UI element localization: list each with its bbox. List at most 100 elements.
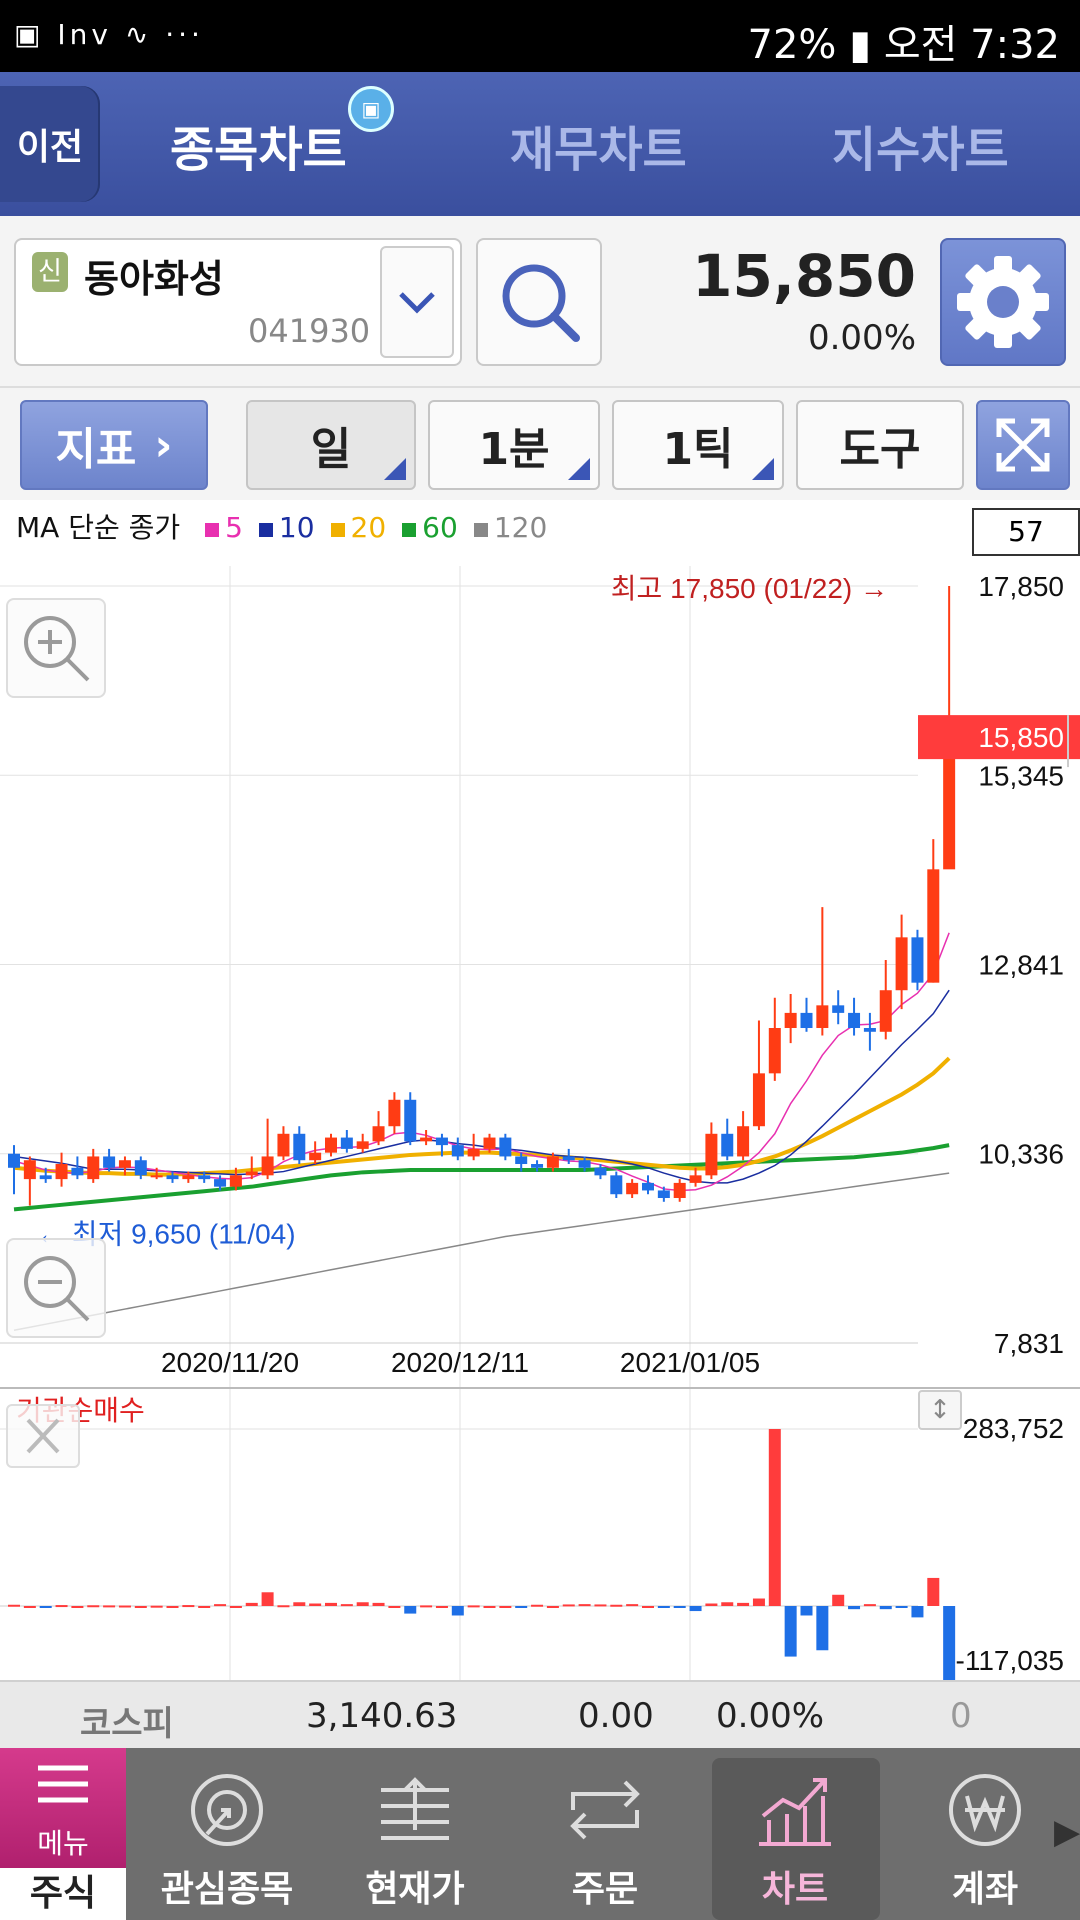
- candle-body: [356, 1141, 369, 1149]
- net-buy-bar: [55, 1605, 68, 1608]
- candle-body: [293, 1133, 306, 1161]
- candle-body: [657, 1190, 670, 1199]
- search-button[interactable]: [476, 238, 602, 366]
- net-buy-bar: [863, 1604, 876, 1607]
- candle-body: [515, 1156, 528, 1165]
- fullscreen-button[interactable]: [976, 400, 1070, 490]
- legend-label-10: 10: [278, 511, 315, 544]
- candle-body: [752, 1073, 765, 1127]
- candle-body: [245, 1171, 258, 1176]
- candle-body: [642, 1182, 654, 1191]
- minute-button[interactable]: 1분: [428, 400, 600, 490]
- net-buy-bar: [737, 1602, 750, 1606]
- tab-financial-chart[interactable]: 재무차트: [510, 122, 687, 178]
- ma120-line: [13, 1172, 950, 1331]
- net-buy-bar: [388, 1606, 401, 1608]
- net-buy-bar: [118, 1605, 131, 1608]
- back-button[interactable]: 이전: [0, 86, 100, 202]
- resize-handle-icon[interactable]: ↕: [918, 1390, 962, 1430]
- candle-body: [911, 937, 924, 983]
- nav-scroll-right-icon[interactable]: ▶: [1054, 1812, 1080, 1852]
- period-day-button[interactable]: 일: [246, 400, 416, 490]
- indicator-button[interactable]: 지표 ›: [20, 400, 208, 490]
- current-price-label: 15,850: [978, 722, 1064, 753]
- net-buy-bar: [499, 1606, 512, 1608]
- net-buy-bar: [626, 1604, 639, 1607]
- nav-chart[interactable]: 차트: [720, 1760, 870, 1920]
- index-volume: 0: [950, 1696, 972, 1736]
- net-buy-bar: [927, 1577, 940, 1606]
- price-change-rate: 0.00%: [807, 318, 916, 358]
- net-buy-bar: [467, 1605, 480, 1608]
- candle-body: [784, 1012, 797, 1029]
- candle-body: [848, 1012, 861, 1029]
- nav-order-label: 주문: [571, 1869, 639, 1910]
- candle-body: [689, 1175, 702, 1183]
- zoom-out-button[interactable]: [6, 1238, 106, 1338]
- menu-button[interactable]: 메뉴: [0, 1748, 126, 1868]
- candle-body: [578, 1160, 591, 1168]
- candle-count-box[interactable]: 57: [972, 508, 1080, 556]
- zoom-in-button[interactable]: [6, 598, 106, 698]
- nav-account[interactable]: 계좌: [910, 1760, 1060, 1920]
- net-buy-bar: [673, 1606, 686, 1608]
- credit-badge: 신: [32, 252, 68, 292]
- legend-items: 5 10 20 60 120: [195, 511, 553, 544]
- price-chart[interactable]: 17,850 15,345 12,841 10,336 7,831 15,850 2020/…: [0, 500, 1080, 1680]
- subchart-axis-max: 283,752: [963, 1413, 1064, 1444]
- net-buy-bar: [245, 1602, 258, 1606]
- net-buy-bar: [800, 1606, 813, 1616]
- net-buy-bar: [356, 1602, 369, 1606]
- high-price-annotation: 최고 17,850 (01/22) →: [611, 573, 888, 604]
- candle-body: [737, 1126, 750, 1157]
- stock-category-button[interactable]: 주식: [0, 1868, 126, 1920]
- stock-name[interactable]: 동아화성: [84, 257, 224, 301]
- nav-current-price[interactable]: 현재가: [340, 1760, 490, 1920]
- watchlist-icon: [191, 1774, 263, 1846]
- minute-label: 1분: [478, 424, 550, 475]
- candle-body: [626, 1182, 639, 1195]
- tick-button[interactable]: 1틱: [612, 400, 784, 490]
- net-buy-bar: [134, 1606, 147, 1608]
- close-subchart-button[interactable]: [6, 1404, 80, 1468]
- net-buy-bar: [705, 1603, 718, 1606]
- net-buy-bar: [752, 1598, 765, 1606]
- nav-watchlist[interactable]: 관심종목: [152, 1760, 302, 1920]
- candle-body: [594, 1167, 607, 1176]
- candle-body: [340, 1137, 353, 1149]
- tools-button[interactable]: 도구: [796, 400, 964, 490]
- net-buy-bar: [420, 1605, 433, 1608]
- candle-body: [277, 1133, 290, 1157]
- candle-body: [943, 737, 956, 870]
- net-buy-bar: [435, 1606, 448, 1608]
- net-buy-bar: [832, 1594, 845, 1606]
- index-change: 0.00: [578, 1696, 654, 1736]
- search-icon: [502, 264, 580, 342]
- gear-icon: [957, 256, 1049, 348]
- settings-button[interactable]: [940, 238, 1066, 366]
- net-buy-bar: [816, 1606, 829, 1651]
- net-buy-bar: [8, 1604, 20, 1607]
- net-buy-bar: [87, 1605, 100, 1608]
- candle-body: [325, 1137, 337, 1153]
- nav-order[interactable]: 주문: [530, 1760, 680, 1920]
- net-buy-bar: [23, 1606, 36, 1608]
- net-buy-bar: [784, 1606, 797, 1657]
- candle-body: [214, 1179, 227, 1187]
- menu-label: 메뉴: [37, 1827, 89, 1860]
- net-buy-bar: [879, 1606, 892, 1610]
- candle-body: [531, 1164, 544, 1168]
- candle-body: [182, 1175, 195, 1180]
- tick-label: 1틱: [662, 424, 734, 475]
- stock-dropdown-button[interactable]: [380, 246, 454, 358]
- current-price-marker: [918, 715, 1080, 760]
- tab-index-chart[interactable]: 지수차트: [832, 122, 1009, 178]
- index-ticker-bar[interactable]: 코스피 3,140.63 0.00 0.00% 0: [0, 1680, 1080, 1748]
- sync-badge-icon[interactable]: ▣: [348, 86, 394, 132]
- legend-swatch-5: [205, 523, 220, 537]
- tab-stock-chart[interactable]: 종목차트: [170, 122, 347, 178]
- net-buy-bar: [150, 1605, 163, 1608]
- nav-account-label: 계좌: [951, 1869, 1019, 1910]
- legend-swatch-60: [402, 523, 417, 537]
- battery-icon: ▮: [849, 22, 872, 68]
